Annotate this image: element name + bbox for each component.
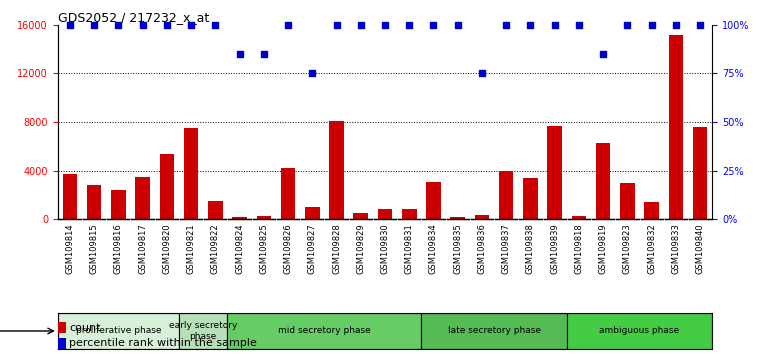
Point xyxy=(330,22,343,28)
Text: GSM109825: GSM109825 xyxy=(259,223,268,274)
Point xyxy=(161,22,173,28)
Point xyxy=(355,22,367,28)
Point xyxy=(185,22,197,28)
Bar xyxy=(378,209,392,219)
Point xyxy=(597,51,609,57)
Text: GSM109838: GSM109838 xyxy=(526,223,535,274)
Text: proliferative phase: proliferative phase xyxy=(75,326,161,336)
Bar xyxy=(87,185,102,219)
Bar xyxy=(353,213,368,219)
Text: GSM109840: GSM109840 xyxy=(695,223,705,274)
Bar xyxy=(499,171,514,219)
Bar xyxy=(402,209,417,219)
Text: GSM109820: GSM109820 xyxy=(162,223,172,274)
Text: GSM109837: GSM109837 xyxy=(502,223,511,274)
Text: early secretory
phase: early secretory phase xyxy=(169,321,237,341)
Bar xyxy=(58,313,179,349)
Text: GSM109815: GSM109815 xyxy=(89,223,99,274)
Bar xyxy=(281,169,296,219)
Bar xyxy=(523,178,537,219)
Text: GSM109823: GSM109823 xyxy=(623,223,632,274)
Text: percentile rank within the sample: percentile rank within the sample xyxy=(69,338,257,348)
Bar xyxy=(620,183,634,219)
Text: GSM109835: GSM109835 xyxy=(454,223,462,274)
Bar xyxy=(208,201,223,219)
Text: GSM109831: GSM109831 xyxy=(405,223,413,274)
Text: GSM109830: GSM109830 xyxy=(380,223,390,274)
Text: GSM109822: GSM109822 xyxy=(211,223,219,274)
Bar xyxy=(421,313,567,349)
Bar xyxy=(644,202,659,219)
Point xyxy=(694,22,706,28)
Point xyxy=(476,70,488,76)
Text: GSM109833: GSM109833 xyxy=(671,223,681,274)
Bar xyxy=(567,313,712,349)
Bar xyxy=(450,217,465,219)
Text: GSM109836: GSM109836 xyxy=(477,223,487,274)
Point xyxy=(136,22,149,28)
Point xyxy=(306,70,319,76)
Text: GSM109839: GSM109839 xyxy=(551,223,559,274)
Text: GSM109816: GSM109816 xyxy=(114,223,123,274)
Bar xyxy=(668,34,683,219)
Point xyxy=(88,22,100,28)
Bar xyxy=(474,215,489,219)
Text: GSM109827: GSM109827 xyxy=(308,223,316,274)
Point xyxy=(282,22,294,28)
Bar xyxy=(179,313,227,349)
Text: mid secretory phase: mid secretory phase xyxy=(278,326,371,336)
Text: GSM109824: GSM109824 xyxy=(235,223,244,274)
Point xyxy=(403,22,415,28)
Text: GSM109828: GSM109828 xyxy=(332,223,341,274)
Text: GSM109834: GSM109834 xyxy=(429,223,438,274)
Bar xyxy=(305,207,320,219)
Bar xyxy=(111,190,126,219)
Point xyxy=(645,22,658,28)
Bar xyxy=(571,216,586,219)
Text: GSM109829: GSM109829 xyxy=(357,223,365,274)
Bar xyxy=(62,175,77,219)
Bar xyxy=(227,313,421,349)
Bar xyxy=(427,182,440,219)
Point xyxy=(427,22,440,28)
Text: GSM109818: GSM109818 xyxy=(574,223,584,274)
Point xyxy=(573,22,585,28)
Bar xyxy=(256,216,271,219)
Point xyxy=(548,22,561,28)
Bar xyxy=(159,154,174,219)
Point xyxy=(621,22,634,28)
Bar xyxy=(693,127,708,219)
Bar xyxy=(58,322,66,333)
Bar xyxy=(233,217,247,219)
Bar xyxy=(330,121,343,219)
Bar xyxy=(547,126,562,219)
Point xyxy=(670,22,682,28)
Text: count: count xyxy=(69,322,101,332)
Point xyxy=(64,22,76,28)
Point xyxy=(209,22,222,28)
Bar xyxy=(58,338,66,349)
Text: GDS2052 / 217232_x_at: GDS2052 / 217232_x_at xyxy=(58,11,209,24)
Text: GSM109821: GSM109821 xyxy=(186,223,196,274)
Text: GSM109832: GSM109832 xyxy=(647,223,656,274)
Text: late secretory phase: late secretory phase xyxy=(447,326,541,336)
Point xyxy=(233,51,246,57)
Text: GSM109826: GSM109826 xyxy=(283,223,293,274)
Text: GSM109814: GSM109814 xyxy=(65,223,75,274)
Bar xyxy=(136,177,150,219)
Bar xyxy=(184,128,199,219)
Text: GSM109817: GSM109817 xyxy=(138,223,147,274)
Point xyxy=(451,22,464,28)
Point xyxy=(379,22,391,28)
Point xyxy=(258,51,270,57)
Text: GSM109819: GSM109819 xyxy=(598,223,608,274)
Point xyxy=(500,22,512,28)
Text: ambiguous phase: ambiguous phase xyxy=(600,326,680,336)
Point xyxy=(112,22,125,28)
Bar xyxy=(596,143,611,219)
Point xyxy=(524,22,537,28)
